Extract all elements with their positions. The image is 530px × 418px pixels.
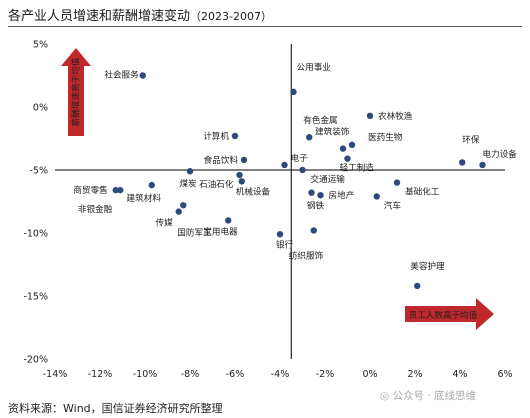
data-point xyxy=(308,189,315,196)
x-tick-label: -14% xyxy=(43,369,68,380)
arrow-right-shape xyxy=(405,298,494,330)
point-label: 建筑材料 xyxy=(127,192,162,204)
point-label: 食品饮料 xyxy=(204,154,239,166)
data-point xyxy=(231,132,239,140)
title-rule xyxy=(8,26,522,27)
y-tick-label: -10% xyxy=(23,229,48,240)
arrow-up-shape xyxy=(61,48,91,136)
data-point xyxy=(238,178,245,185)
x-tick-label: -4% xyxy=(271,369,290,380)
point-label: 汽车 xyxy=(384,199,402,211)
data-point xyxy=(459,159,466,166)
data-point xyxy=(290,88,297,96)
point-label: 传媒 xyxy=(156,217,174,229)
data-point xyxy=(317,192,324,199)
wechat-icon: ◎ xyxy=(380,390,390,402)
x-tick-label: -8% xyxy=(181,369,200,380)
chart-title-main: 各产业人员增速和薪酬增速变动 xyxy=(8,9,191,24)
point-label: 纺织服饰 xyxy=(289,249,324,261)
data-point xyxy=(225,217,232,224)
data-point xyxy=(175,208,182,215)
point-label: 计算机 xyxy=(203,130,229,142)
point-label: 交通运输 xyxy=(311,173,346,185)
data-point xyxy=(148,181,155,189)
point-label: 煤炭 xyxy=(179,177,197,189)
data-point xyxy=(139,72,146,79)
x-tick-label: 6% xyxy=(497,369,512,380)
data-point xyxy=(310,227,317,234)
watermark-text: 公众号 · 底线思维 xyxy=(392,390,477,402)
data-point xyxy=(339,145,347,152)
data-point xyxy=(366,112,374,120)
point-label: 电子 xyxy=(291,152,309,164)
data-point xyxy=(306,134,313,141)
data-point xyxy=(414,282,421,290)
point-label: 建筑装饰 xyxy=(315,126,350,138)
data-point xyxy=(112,186,119,194)
point-label: 非银金融 xyxy=(78,203,113,215)
data-point xyxy=(240,156,248,164)
point-label: 机械设备 xyxy=(236,185,271,197)
arrow-up-label: 薪酬增速高于均值 xyxy=(70,57,82,126)
point-label: 公用事业 xyxy=(297,61,332,73)
point-label: 美容护理 xyxy=(410,260,445,272)
data-point xyxy=(393,179,401,186)
data-point xyxy=(117,186,124,194)
x-tick-label: -2% xyxy=(316,369,335,380)
point-label: 有色金属 xyxy=(303,114,337,126)
data-point xyxy=(186,168,194,175)
data-point xyxy=(348,141,356,148)
chart-axes: -14% -12% -10% -8% -6% -4% -2% 0% 2% 4% 6% 5% 0% -5% -… xyxy=(23,40,512,381)
point-label: 商贸零售 xyxy=(73,184,107,196)
source-note: 资料来源：Wind，国信证券经济研究所整理 xyxy=(8,402,223,415)
point-label: 国防军工 xyxy=(177,226,212,238)
data-point xyxy=(281,161,288,169)
data-point xyxy=(276,231,284,238)
point-label: 基础化工 xyxy=(405,186,440,198)
point-label: 环保 xyxy=(462,133,480,145)
point-label: 房地产 xyxy=(329,189,355,201)
y-tick-label: 5% xyxy=(33,40,48,51)
y-tick-label: -15% xyxy=(23,292,48,303)
point-label: 银行 xyxy=(276,238,294,250)
y-tick-label: -5% xyxy=(30,166,49,177)
point-label: 钢铁 xyxy=(307,200,325,212)
y-tick-label: -20% xyxy=(23,355,48,366)
y-tick-label: 0% xyxy=(33,103,48,114)
arrow-right-label: 员工人数高于均值 xyxy=(409,309,478,321)
x-tick-label: -6% xyxy=(226,369,245,380)
point-label: 轻工制造 xyxy=(340,162,375,174)
chart-title: 各产业人员增速和薪酬增速变动（2023-2007） xyxy=(8,5,272,24)
chart-title-years: （2023-2007） xyxy=(190,10,272,23)
x-tick-label: -10% xyxy=(133,369,158,380)
point-label: 石油石化 xyxy=(199,178,234,190)
x-tick-label: -12% xyxy=(88,369,113,380)
point-label: 家用电器 xyxy=(203,225,238,237)
point-label: 农林牧渔 xyxy=(378,110,413,122)
x-tick-label: 2% xyxy=(407,369,422,380)
point-label: 电力设备 xyxy=(483,148,518,160)
data-point xyxy=(180,202,187,209)
point-label: 医药生物 xyxy=(368,131,403,143)
data-point xyxy=(236,171,243,179)
x-tick-label: 4% xyxy=(452,369,467,380)
x-tick-label: 0% xyxy=(362,369,377,380)
data-point xyxy=(344,155,351,162)
watermark: ◎ 公众号 · 底线思维 xyxy=(380,388,476,403)
data-point xyxy=(299,166,306,174)
data-point xyxy=(479,161,486,169)
point-label: 社会服务 xyxy=(104,69,139,81)
data-point xyxy=(373,193,380,200)
